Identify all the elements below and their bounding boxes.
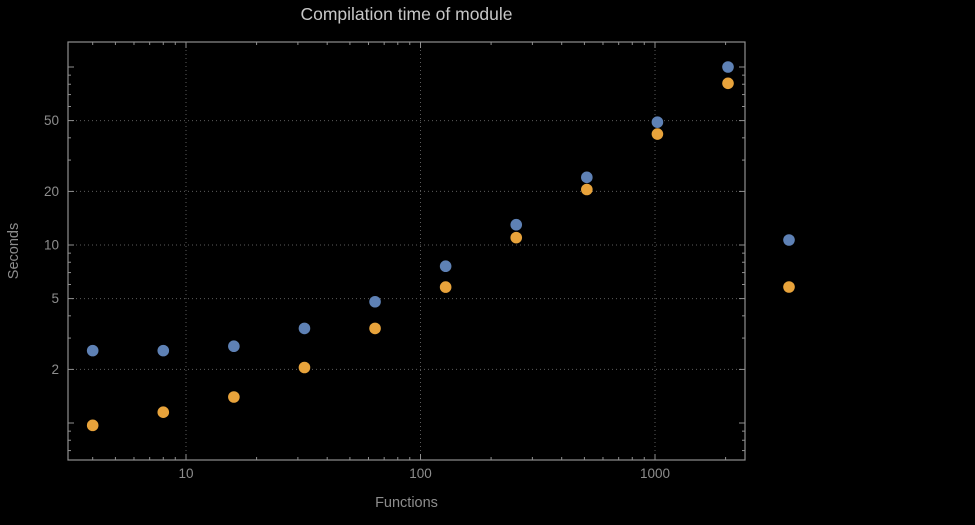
- data-point-blue: [581, 171, 593, 184]
- y-tick-label: 20: [44, 184, 59, 199]
- data-point-blue: [369, 295, 381, 308]
- x-axis-label: Functions: [375, 495, 438, 511]
- y-tick-label: 50: [44, 113, 59, 128]
- legend-marker-blue: [783, 234, 795, 246]
- x-tick-label: 10: [178, 466, 193, 481]
- data-point-blue: [157, 344, 170, 357]
- data-point-orange: [581, 183, 593, 196]
- y-tick-label: 5: [51, 291, 59, 306]
- data-point-blue: [722, 61, 734, 73]
- data-point-orange: [369, 322, 381, 335]
- data-point-blue: [439, 260, 452, 273]
- data-point-orange: [722, 77, 734, 90]
- x-tick-label: 1000: [640, 466, 670, 481]
- y-axis-label: Seconds: [6, 222, 22, 280]
- data-point-orange: [510, 231, 523, 244]
- data-point-blue: [298, 322, 311, 335]
- data-point-blue: [651, 116, 664, 128]
- legend-marker-orange: [783, 281, 795, 293]
- data-point-orange: [298, 361, 311, 374]
- data-point-orange: [439, 281, 452, 293]
- data-point-orange: [228, 391, 240, 403]
- data-point-blue: [228, 340, 240, 353]
- data-point-blue: [510, 218, 523, 231]
- y-tick-label: 2: [51, 362, 59, 377]
- data-point-orange: [157, 406, 170, 418]
- y-tick-label: 10: [44, 238, 59, 253]
- data-point-blue: [86, 344, 99, 357]
- data-point-orange: [651, 128, 664, 140]
- chart-title: Compilation time of module: [300, 4, 513, 24]
- data-point-orange: [86, 419, 99, 432]
- x-tick-label: 100: [409, 466, 432, 481]
- plot-frame: [67, 41, 746, 461]
